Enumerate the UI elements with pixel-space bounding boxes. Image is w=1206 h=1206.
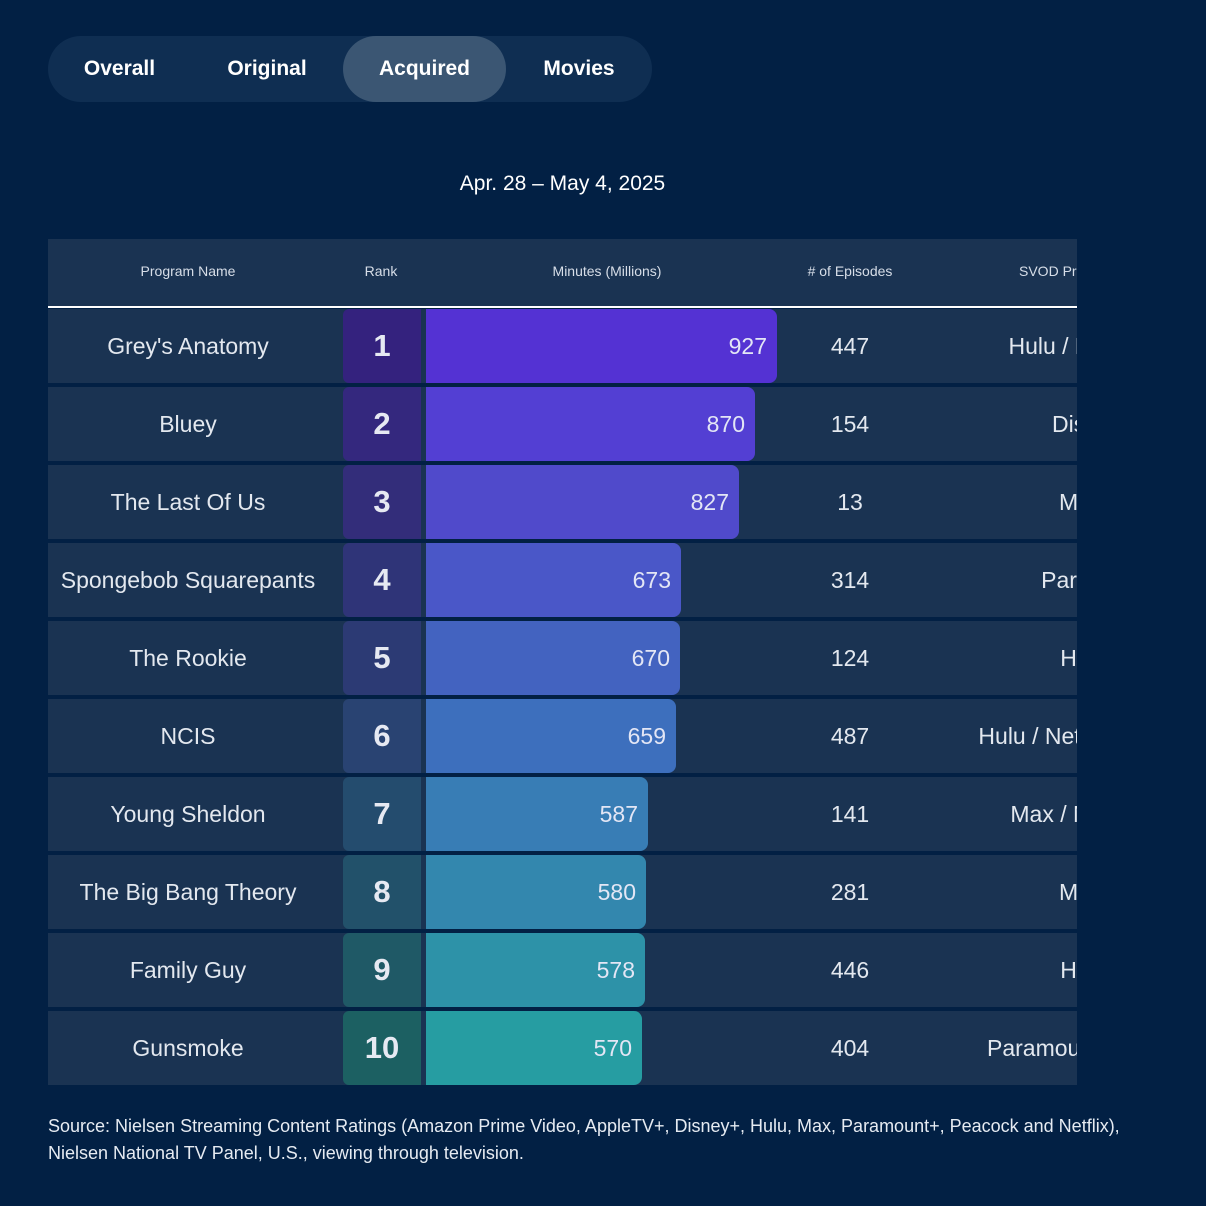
- table-row: Gunsmoke 10 570 404 Paramount+: [48, 1011, 1077, 1085]
- episodes-count: 446: [830, 956, 870, 983]
- table-row: The Rookie 5 670 124 Hu: [48, 621, 1077, 695]
- minutes-bar: [426, 1011, 642, 1085]
- minutes-value: 587: [599, 800, 638, 827]
- table-row: NCIS 6 659 487 Hulu / Netflix /: [48, 699, 1077, 773]
- table-row: Family Guy 9 578 446 Hu: [48, 933, 1077, 1007]
- episodes-count: 13: [837, 488, 863, 515]
- minutes-bar: [426, 855, 646, 929]
- minutes-value: 927: [728, 332, 767, 359]
- tab-overall[interactable]: Overall: [83, 57, 156, 80]
- table-header: Program Name Rank Minutes (Millions) # o…: [48, 239, 1077, 308]
- tab-original[interactable]: Original: [227, 57, 307, 80]
- minutes-value: 570: [593, 1034, 632, 1061]
- tab-acquired[interactable]: Acquired: [343, 36, 506, 102]
- minutes-bar: [426, 933, 645, 1007]
- rank-badge: 6: [343, 699, 421, 773]
- svod-provider: Hu: [1060, 644, 1077, 671]
- minutes-value: 670: [631, 644, 670, 671]
- header-svod[interactable]: SVOD Pr: [1019, 263, 1077, 279]
- episodes-count: 281: [830, 878, 870, 905]
- header-minutes[interactable]: Minutes (Millions): [552, 263, 662, 279]
- minutes-value: 659: [627, 722, 666, 749]
- program-name: Grey's Anatomy: [107, 332, 269, 359]
- date-range: Apr. 28 – May 4, 2025: [459, 172, 666, 195]
- table-row: Bluey 2 870 154 Disn: [48, 387, 1077, 461]
- episodes-count: 314: [830, 566, 870, 593]
- program-name: Young Sheldon: [110, 800, 266, 827]
- table-row: Spongebob Squarepants 4 673 314 Param: [48, 543, 1077, 617]
- minutes-value: 827: [690, 488, 729, 515]
- episodes-count: 404: [830, 1034, 870, 1061]
- episodes-count: 154: [830, 410, 870, 437]
- minutes-value: 673: [632, 566, 671, 593]
- rank-badge: 4: [343, 543, 421, 617]
- program-name: Family Guy: [129, 956, 247, 983]
- category-tabs: Overall Original Acquired Movies: [48, 36, 652, 102]
- minutes-value: 578: [596, 956, 635, 983]
- svod-provider: Hulu / Netflix /: [978, 722, 1077, 749]
- source-note: Source: Nielsen Streaming Content Rating…: [48, 1116, 1120, 1163]
- rank-badge: 2: [343, 387, 421, 461]
- minutes-bar: [426, 543, 681, 617]
- program-name: Spongebob Squarepants: [60, 566, 316, 593]
- minutes-value: 580: [597, 878, 636, 905]
- episodes-count: 141: [830, 800, 870, 827]
- header-episodes[interactable]: # of Episodes: [807, 263, 893, 279]
- rank-badge: 3: [343, 465, 421, 539]
- rank-badge: 5: [343, 621, 421, 695]
- table-row: Young Sheldon 7 587 141 Max / N: [48, 777, 1077, 851]
- program-name: The Big Bang Theory: [79, 878, 297, 905]
- program-name: Bluey: [159, 410, 217, 437]
- ratings-table: Program Name Rank Minutes (Millions) # o…: [48, 239, 1077, 1089]
- header-program-name[interactable]: Program Name: [140, 263, 236, 279]
- episodes-count: 447: [830, 332, 870, 359]
- minutes-bar: [426, 465, 739, 539]
- svod-provider: Ma: [1059, 488, 1077, 515]
- svod-provider: Max / N: [1010, 800, 1077, 827]
- svod-provider: Ma: [1059, 878, 1077, 905]
- program-name: The Last Of Us: [110, 488, 266, 515]
- rank-badge: 1: [343, 309, 421, 383]
- program-name: NCIS: [160, 722, 216, 749]
- svod-provider: Paramount+: [987, 1034, 1077, 1061]
- minutes-value: 870: [706, 410, 745, 437]
- svod-provider: Disn: [1051, 410, 1077, 437]
- episodes-count: 124: [830, 644, 870, 671]
- minutes-bar: [426, 777, 648, 851]
- program-name: The Rookie: [129, 644, 247, 671]
- rank-badge: 9: [343, 933, 421, 1007]
- svod-provider: Param: [1041, 566, 1077, 593]
- rank-badge: 8: [343, 855, 421, 929]
- episodes-count: 487: [830, 722, 870, 749]
- minutes-bar: [426, 387, 755, 461]
- header-rank[interactable]: Rank: [364, 263, 398, 279]
- table-row: The Big Bang Theory 8 580 281 Ma: [48, 855, 1077, 929]
- rank-badge: 10: [343, 1011, 421, 1085]
- table-row: The Last Of Us 3 827 13 Ma: [48, 465, 1077, 539]
- tab-movies[interactable]: Movies: [543, 57, 615, 80]
- svod-provider: Hulu / N: [1008, 332, 1077, 359]
- program-name: Gunsmoke: [132, 1034, 244, 1061]
- minutes-bar: [426, 309, 777, 383]
- minutes-bar: [426, 699, 676, 773]
- minutes-bar: [426, 621, 680, 695]
- svod-provider: Hu: [1060, 956, 1077, 983]
- rank-badge: 7: [343, 777, 421, 851]
- table-row: Grey's Anatomy 1 927 447 Hulu / N: [48, 309, 1077, 383]
